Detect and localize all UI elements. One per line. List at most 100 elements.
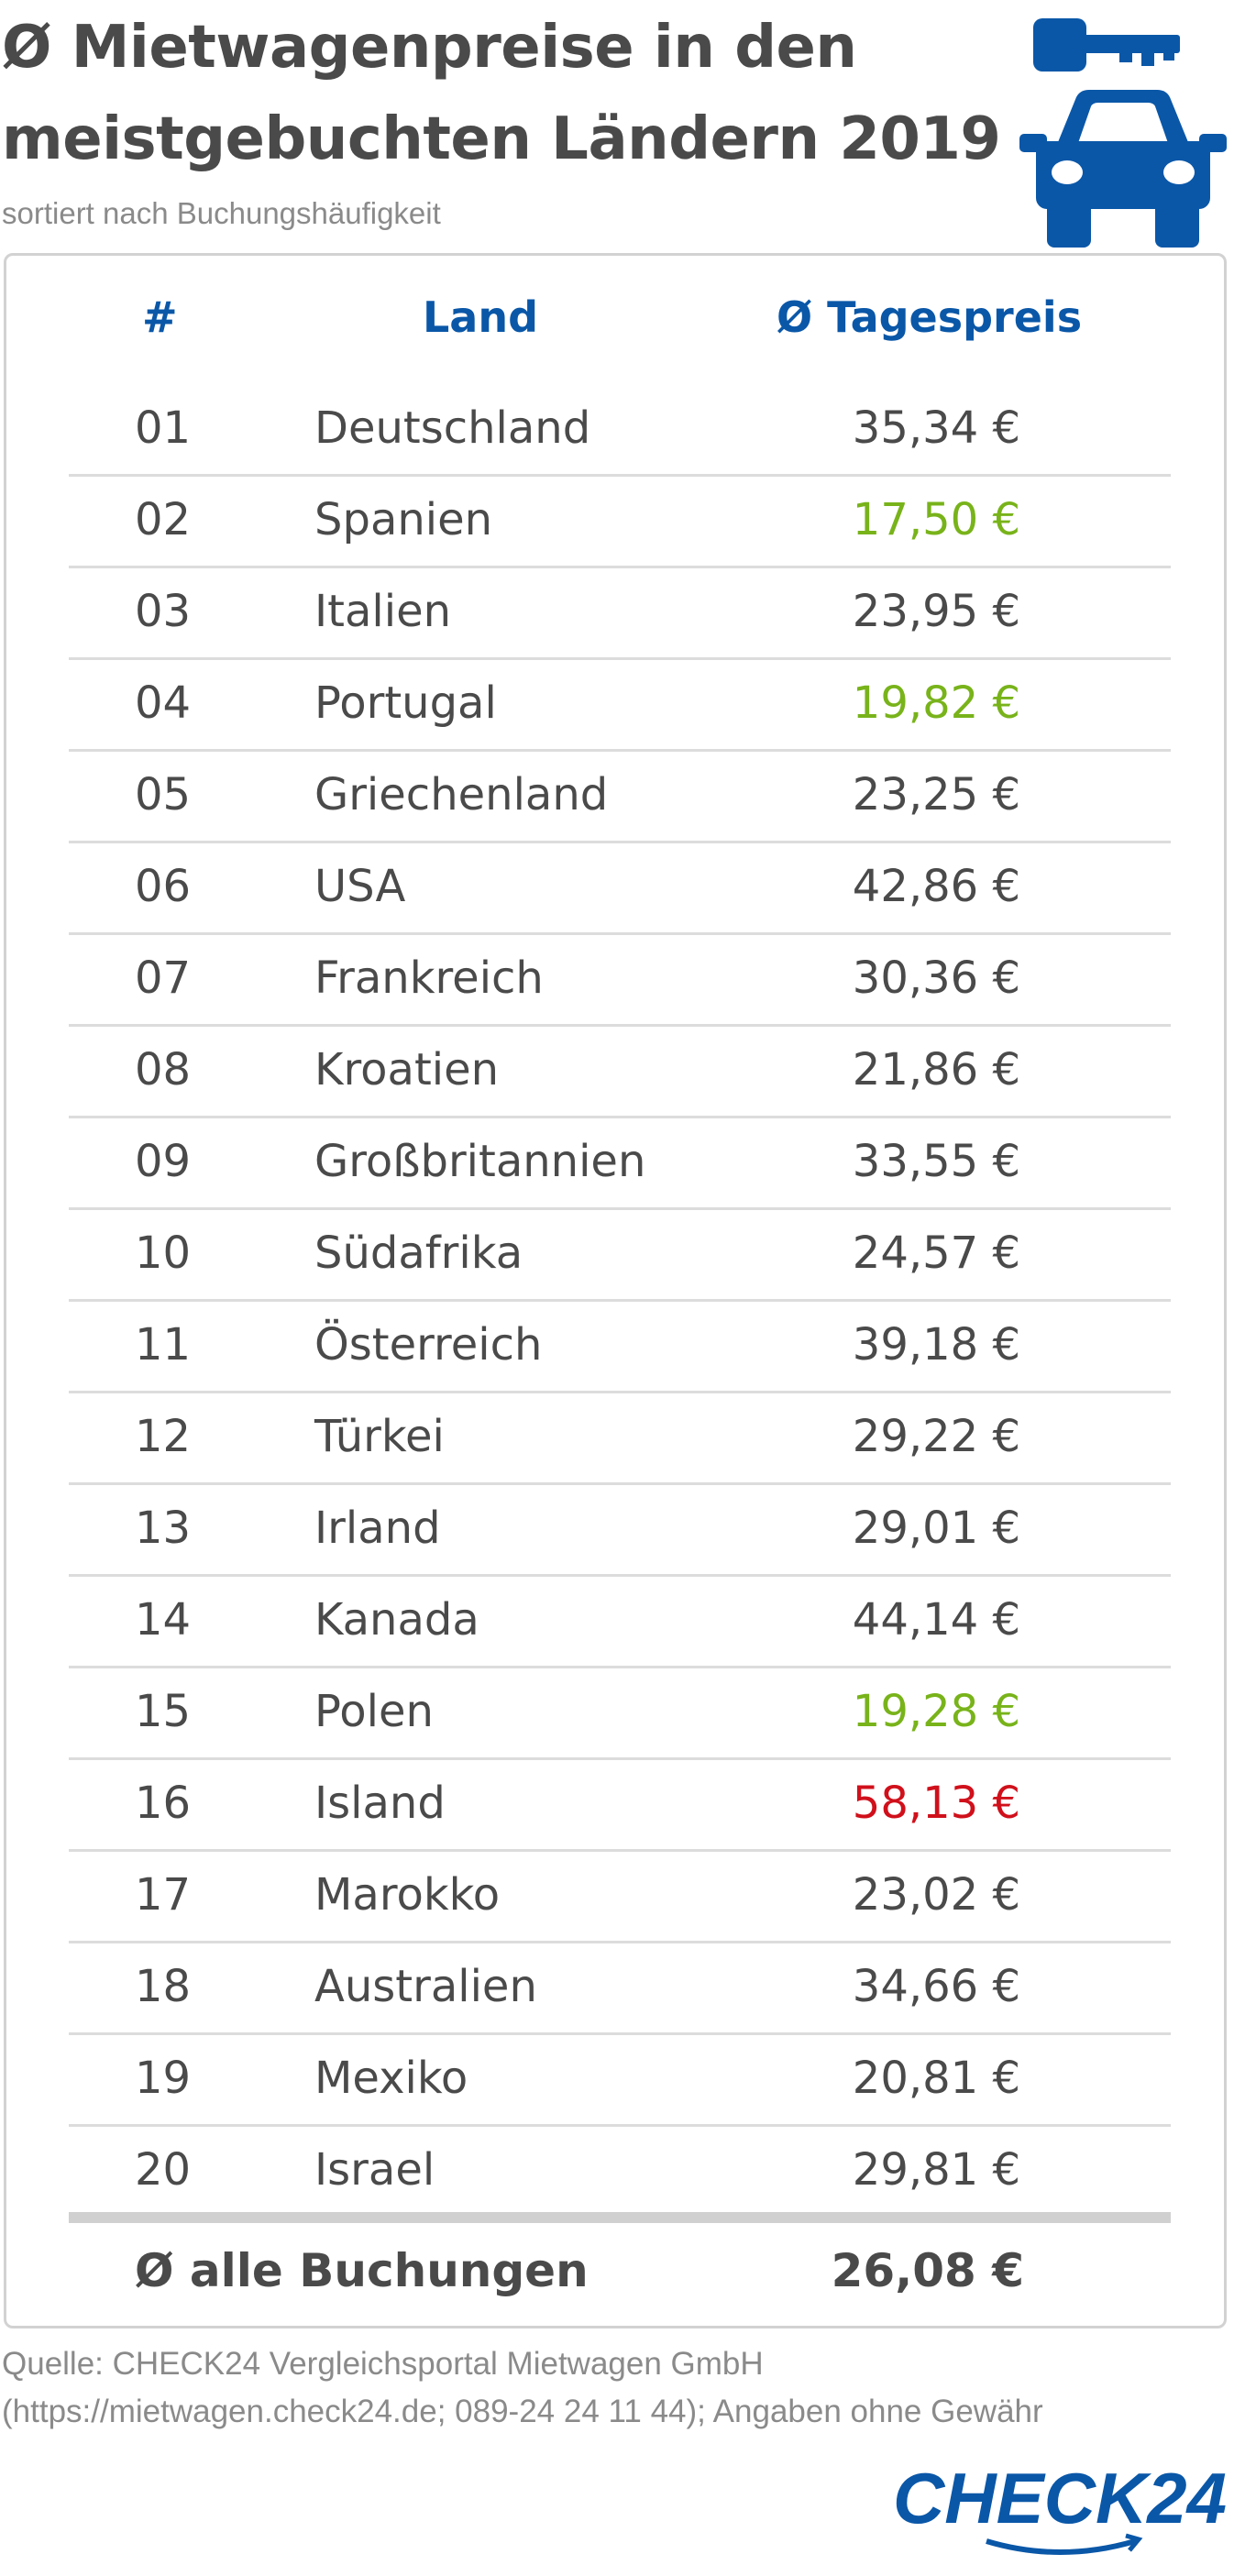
table-row: 20 Israel 29,81 € bbox=[69, 2124, 1171, 2216]
total-price: 26,08 € bbox=[831, 2244, 1024, 2297]
row-country: Australien bbox=[314, 1961, 537, 2012]
table-row: 02 Spanien 17,50 € bbox=[69, 474, 1171, 568]
row-price: 44,14 € bbox=[852, 1594, 1020, 1646]
row-number: 03 bbox=[135, 586, 192, 637]
row-price: 23,02 € bbox=[852, 1869, 1020, 1921]
table-row: 18 Australien 34,66 € bbox=[69, 1941, 1171, 2035]
table-row: 08 Kroatien 21,86 € bbox=[69, 1024, 1171, 1118]
source-note: Quelle: CHECK24 Vergleichsportal Mietwag… bbox=[2, 2340, 1043, 2436]
row-price: 23,25 € bbox=[852, 769, 1020, 820]
row-country: Türkei bbox=[314, 1411, 445, 1462]
row-number: 02 bbox=[135, 494, 192, 545]
key-icon bbox=[1033, 18, 1180, 72]
row-number: 09 bbox=[135, 1136, 192, 1187]
table-row: 07 Frankreich 30,36 € bbox=[69, 932, 1171, 1027]
total-divider bbox=[69, 2212, 1171, 2223]
row-country: Frankreich bbox=[314, 952, 544, 1004]
row-price: 21,86 € bbox=[852, 1044, 1020, 1095]
table-row: 17 Marokko 23,02 € bbox=[69, 1849, 1171, 1943]
row-price: 23,95 € bbox=[852, 586, 1020, 637]
table-row: 03 Italien 23,95 € bbox=[69, 566, 1171, 660]
row-number: 06 bbox=[135, 861, 192, 912]
total-label: Ø alle Buchungen bbox=[135, 2244, 589, 2297]
row-country: Südafrika bbox=[314, 1227, 523, 1279]
table-row: 14 Kanada 44,14 € bbox=[69, 1574, 1171, 1668]
row-number: 05 bbox=[135, 769, 192, 820]
row-country: Irland bbox=[314, 1503, 441, 1554]
title-line-1: Ø Mietwagenpreise in den bbox=[2, 14, 857, 82]
row-number: 16 bbox=[135, 1778, 192, 1829]
row-number: 04 bbox=[135, 677, 192, 729]
row-country: Kroatien bbox=[314, 1044, 500, 1095]
table-row: 13 Irland 29,01 € bbox=[69, 1482, 1171, 1577]
table-row: 19 Mexiko 20,81 € bbox=[69, 2032, 1171, 2127]
header-country: Land bbox=[423, 292, 539, 342]
table-row: 11 Österreich 39,18 € bbox=[69, 1299, 1171, 1393]
source-line-2: (https://mietwagen.check24.de; 089-24 24… bbox=[2, 2394, 1043, 2429]
table-row: 09 Großbritannien 33,55 € bbox=[69, 1116, 1171, 1210]
row-country: Großbritannien bbox=[314, 1136, 646, 1187]
row-price: 24,57 € bbox=[852, 1227, 1020, 1279]
row-country: Portugal bbox=[314, 677, 497, 729]
header-number: # bbox=[142, 292, 178, 342]
row-price: 19,82 € bbox=[852, 677, 1020, 729]
row-country: Spanien bbox=[314, 494, 493, 545]
header-daily-price: Ø Tagespreis bbox=[777, 292, 1083, 342]
row-number: 15 bbox=[135, 1686, 192, 1737]
logo-text: CHECK24 bbox=[893, 2464, 1227, 2538]
price-table: # Land Ø Tagespreis 01 Deutschland 35,34 €… bbox=[4, 253, 1227, 2328]
row-price: 29,81 € bbox=[852, 2144, 1020, 2196]
row-price: 29,01 € bbox=[852, 1503, 1020, 1554]
row-country: Italien bbox=[314, 586, 452, 637]
table-header: # Land Ø Tagespreis bbox=[6, 256, 1224, 393]
row-price: 20,81 € bbox=[852, 2053, 1020, 2104]
source-line-1: Quelle: CHECK24 Vergleichsportal Mietwag… bbox=[2, 2346, 764, 2382]
row-number: 18 bbox=[135, 1961, 192, 2012]
row-price: 58,13 € bbox=[852, 1778, 1020, 1829]
table-row: 04 Portugal 19,82 € bbox=[69, 657, 1171, 752]
row-number: 10 bbox=[135, 1227, 192, 1279]
title-line-2: meistgebuchten Ländern 2019 bbox=[2, 105, 1001, 173]
table-row: 01 Deutschland 35,34 € bbox=[69, 382, 1171, 477]
row-price: 39,18 € bbox=[852, 1319, 1020, 1371]
row-country: Kanada bbox=[314, 1594, 479, 1646]
total-row: Ø alle Buchungen 26,08 € bbox=[69, 2225, 1171, 2317]
row-country: Deutschland bbox=[314, 402, 591, 454]
row-price: 19,28 € bbox=[852, 1686, 1020, 1737]
row-number: 11 bbox=[135, 1319, 192, 1371]
page-title: Ø Mietwagenpreise in den meistgebuchten … bbox=[2, 2, 1001, 185]
row-price: 35,34 € bbox=[852, 402, 1020, 454]
row-number: 08 bbox=[135, 1044, 192, 1095]
table-row: 05 Griechenland 23,25 € bbox=[69, 749, 1171, 843]
row-price: 34,66 € bbox=[852, 1961, 1020, 2012]
table-row: 16 Island 58,13 € bbox=[69, 1757, 1171, 1852]
row-price: 17,50 € bbox=[852, 494, 1020, 545]
subtitle: sortiert nach Buchungshäufigkeit bbox=[2, 196, 441, 230]
row-number: 19 bbox=[135, 2053, 192, 2104]
row-number: 17 bbox=[135, 1869, 192, 1921]
row-country: Griechenland bbox=[314, 769, 609, 820]
row-price: 42,86 € bbox=[852, 861, 1020, 912]
car-icon bbox=[1019, 90, 1227, 248]
row-country: Polen bbox=[314, 1686, 434, 1737]
row-number: 01 bbox=[135, 402, 192, 454]
row-country: Mexiko bbox=[314, 2053, 468, 2104]
check24-logo: CHECK24 bbox=[893, 2464, 1227, 2555]
row-price: 29,22 € bbox=[852, 1411, 1020, 1462]
row-number: 14 bbox=[135, 1594, 192, 1646]
row-country: Marokko bbox=[314, 1869, 501, 1921]
table-row: 06 USA 42,86 € bbox=[69, 841, 1171, 935]
row-country: Island bbox=[314, 1778, 446, 1829]
row-country: USA bbox=[314, 861, 406, 912]
row-number: 07 bbox=[135, 952, 192, 1004]
row-country: Israel bbox=[314, 2144, 435, 2196]
table-row: 10 Südafrika 24,57 € bbox=[69, 1207, 1171, 1302]
table-row: 15 Polen 19,28 € bbox=[69, 1666, 1171, 1760]
row-country: Österreich bbox=[314, 1319, 543, 1371]
table-row: 12 Türkei 29,22 € bbox=[69, 1391, 1171, 1485]
row-price: 30,36 € bbox=[852, 952, 1020, 1004]
row-number: 13 bbox=[135, 1503, 192, 1554]
row-number: 12 bbox=[135, 1411, 192, 1462]
row-price: 33,55 € bbox=[852, 1136, 1020, 1187]
row-number: 20 bbox=[135, 2144, 192, 2196]
